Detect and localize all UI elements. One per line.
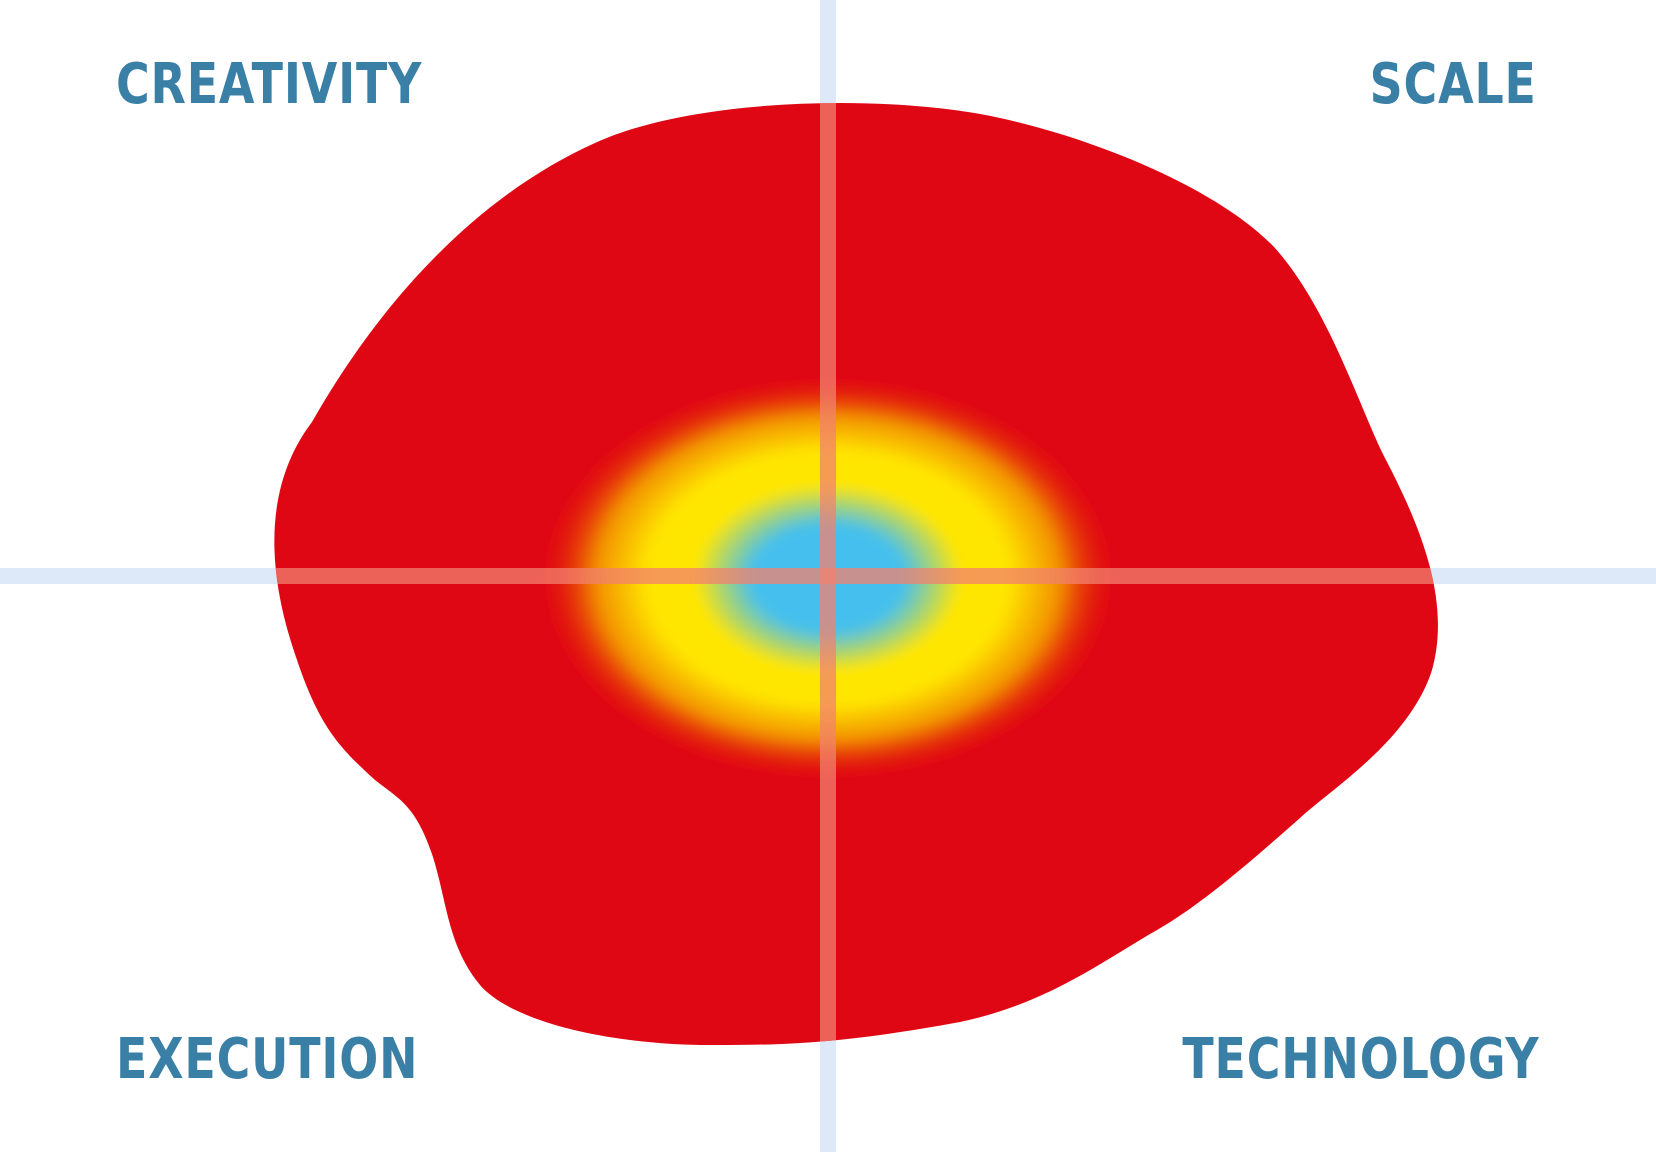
execution-label: EXECUTION [116,1027,419,1092]
technology-label: TECHNOLOGY [1181,1027,1539,1092]
horizontal-axis-overlay [274,568,1438,584]
creativity-label: CREATIVITY [116,52,423,117]
scale-label: SCALE [1369,52,1537,117]
